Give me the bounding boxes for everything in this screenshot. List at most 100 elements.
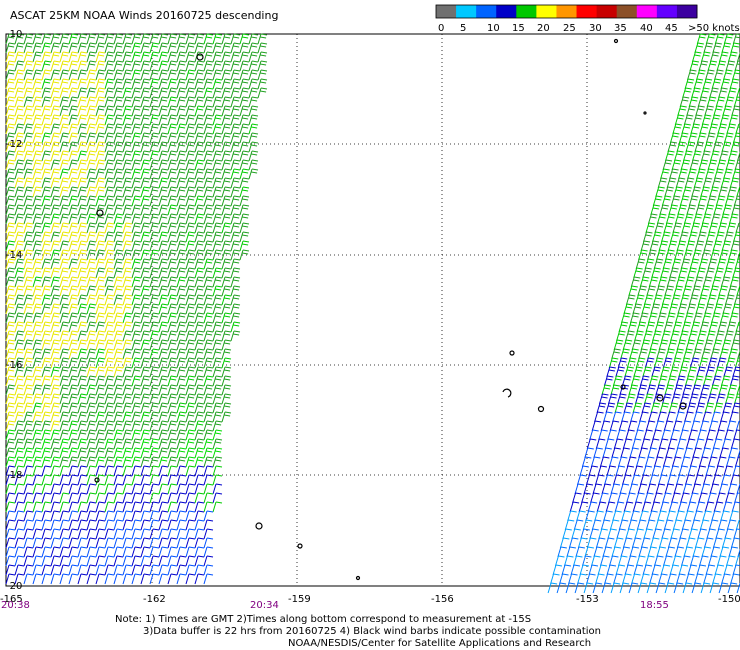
wind-barb <box>122 168 133 180</box>
wind-barb <box>221 87 232 99</box>
wind-barb <box>149 60 160 72</box>
wind-barb <box>629 546 639 558</box>
wind-barb <box>554 555 565 567</box>
wind-barb <box>122 348 133 360</box>
wind-barb <box>588 564 599 576</box>
wind-barb <box>95 159 106 171</box>
wind-barb <box>77 267 88 279</box>
wind-barb <box>23 249 34 261</box>
wind-barb <box>688 294 699 306</box>
wind-barb <box>679 330 689 342</box>
wind-barb <box>663 321 674 333</box>
wind-barb <box>185 69 196 81</box>
wind-barb <box>596 501 607 513</box>
wind-barb <box>230 195 241 207</box>
wind-barb <box>185 42 196 54</box>
wind-barb <box>714 33 725 45</box>
wind-barb <box>704 105 714 117</box>
wind-barb <box>104 276 115 288</box>
wind-barb <box>624 465 634 477</box>
wind-barb <box>77 519 88 531</box>
wind-barb <box>650 501 661 513</box>
wind-barb <box>664 384 674 396</box>
wind-barb <box>239 96 250 108</box>
wind-barb <box>158 456 169 468</box>
wind-barb <box>579 564 590 576</box>
wind-barb <box>682 87 692 99</box>
wind-barb <box>686 402 697 414</box>
wind-barb <box>697 294 708 306</box>
wind-barb <box>41 474 52 486</box>
wind-barb <box>14 42 25 54</box>
wind-barb <box>731 303 740 315</box>
wind-barb <box>709 582 720 594</box>
wind-barb <box>158 159 169 171</box>
wind-barb <box>14 141 25 153</box>
wind-barb <box>684 375 695 387</box>
wind-barb <box>622 537 633 549</box>
wind-barb <box>710 249 720 261</box>
wind-barb <box>140 240 151 252</box>
wind-barb <box>703 573 713 585</box>
wind-barb <box>86 438 97 450</box>
wind-barb <box>669 132 680 144</box>
wind-barb <box>41 249 52 261</box>
wind-barb <box>230 168 241 180</box>
wind-barb <box>176 501 187 513</box>
wind-barb <box>605 402 616 414</box>
wind-barb <box>230 177 241 189</box>
wind-barb <box>631 339 642 351</box>
wind-barb <box>663 420 674 432</box>
wind-barb <box>212 312 223 324</box>
wind-barb <box>77 384 88 396</box>
wind-barb <box>194 393 205 405</box>
wind-barb <box>176 51 187 63</box>
wind-barb <box>248 150 259 162</box>
wind-barb <box>733 96 740 108</box>
wind-barb <box>734 555 740 567</box>
wind-barb <box>641 303 651 315</box>
wind-barb <box>176 348 187 360</box>
wind-barb <box>5 186 16 198</box>
wind-barb <box>68 186 79 198</box>
wind-barb <box>68 366 79 378</box>
wind-barb <box>32 168 43 180</box>
wind-barb <box>704 204 714 216</box>
wind-barb <box>122 330 133 342</box>
wind-barb <box>673 285 683 297</box>
wind-barb <box>158 438 169 450</box>
wind-barb <box>611 447 621 459</box>
wind-barb <box>86 60 97 72</box>
wind-barb <box>602 546 612 558</box>
wind-barb <box>32 78 43 90</box>
wind-barb <box>230 249 241 261</box>
wind-barb <box>68 267 79 279</box>
wind-barb <box>122 96 133 108</box>
wind-barb <box>212 438 223 450</box>
wind-barb <box>77 51 88 63</box>
wind-barb <box>14 96 25 108</box>
wind-barb <box>185 204 196 216</box>
wind-barb <box>680 456 691 468</box>
wind-barb <box>77 240 88 252</box>
wind-barb <box>644 456 655 468</box>
wind-barb <box>689 258 700 270</box>
wind-barb <box>612 375 623 387</box>
wind-barb <box>131 168 142 180</box>
wind-barb <box>23 537 34 549</box>
wind-barb <box>668 402 679 414</box>
wind-barb <box>176 420 187 432</box>
wind-barb <box>95 483 106 495</box>
wind-barb <box>194 78 205 90</box>
wind-barb <box>221 177 232 189</box>
wind-barb <box>176 402 187 414</box>
wind-barb <box>59 330 70 342</box>
wind-barb <box>702 510 712 522</box>
wind-barb <box>158 366 169 378</box>
wind-barb <box>41 132 52 144</box>
wind-barb <box>158 240 169 252</box>
wind-barb <box>158 330 169 342</box>
wind-barb <box>113 528 124 540</box>
wind-barb <box>113 366 124 378</box>
wind-barb <box>696 564 707 576</box>
